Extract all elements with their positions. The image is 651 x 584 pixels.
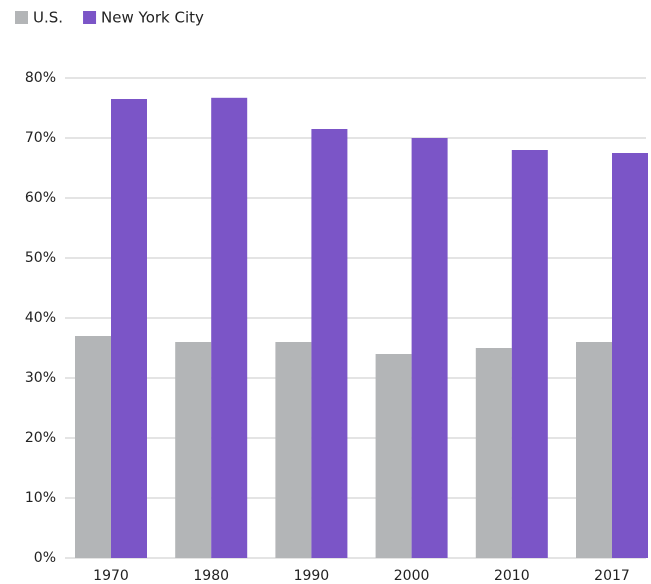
legend-swatch	[15, 11, 28, 24]
y-tick-label: 70%	[25, 130, 56, 146]
bar	[75, 336, 111, 558]
y-tick-label: 10%	[25, 490, 56, 506]
bar	[612, 153, 648, 558]
x-tick-label: 2010	[494, 568, 530, 584]
bar	[511, 150, 548, 558]
legend-swatch	[83, 11, 97, 24]
y-tick-label: 50%	[25, 250, 56, 266]
legend-label: U.S.	[33, 9, 63, 27]
x-tick-label: 2017	[594, 568, 630, 584]
bar	[411, 138, 448, 558]
bar	[375, 354, 412, 558]
y-tick-label: 40%	[25, 310, 56, 326]
bar	[111, 99, 147, 558]
bar	[275, 342, 312, 558]
bar	[576, 342, 612, 558]
y-tick-label: 0%	[34, 550, 56, 566]
x-tick-label: 1980	[193, 568, 229, 584]
y-tick-label: 80%	[25, 70, 56, 86]
y-tick-label: 60%	[25, 190, 56, 206]
bar	[475, 348, 512, 558]
y-tick-label: 30%	[25, 370, 56, 386]
bar	[311, 129, 348, 558]
y-tick-label: 20%	[25, 430, 56, 446]
bar	[175, 342, 212, 558]
bar	[211, 97, 248, 559]
x-tick-label: 1990	[294, 568, 330, 584]
legend-label: New York City	[101, 9, 204, 27]
x-tick-label: 2000	[394, 568, 430, 584]
x-tick-label: 1970	[93, 568, 129, 584]
